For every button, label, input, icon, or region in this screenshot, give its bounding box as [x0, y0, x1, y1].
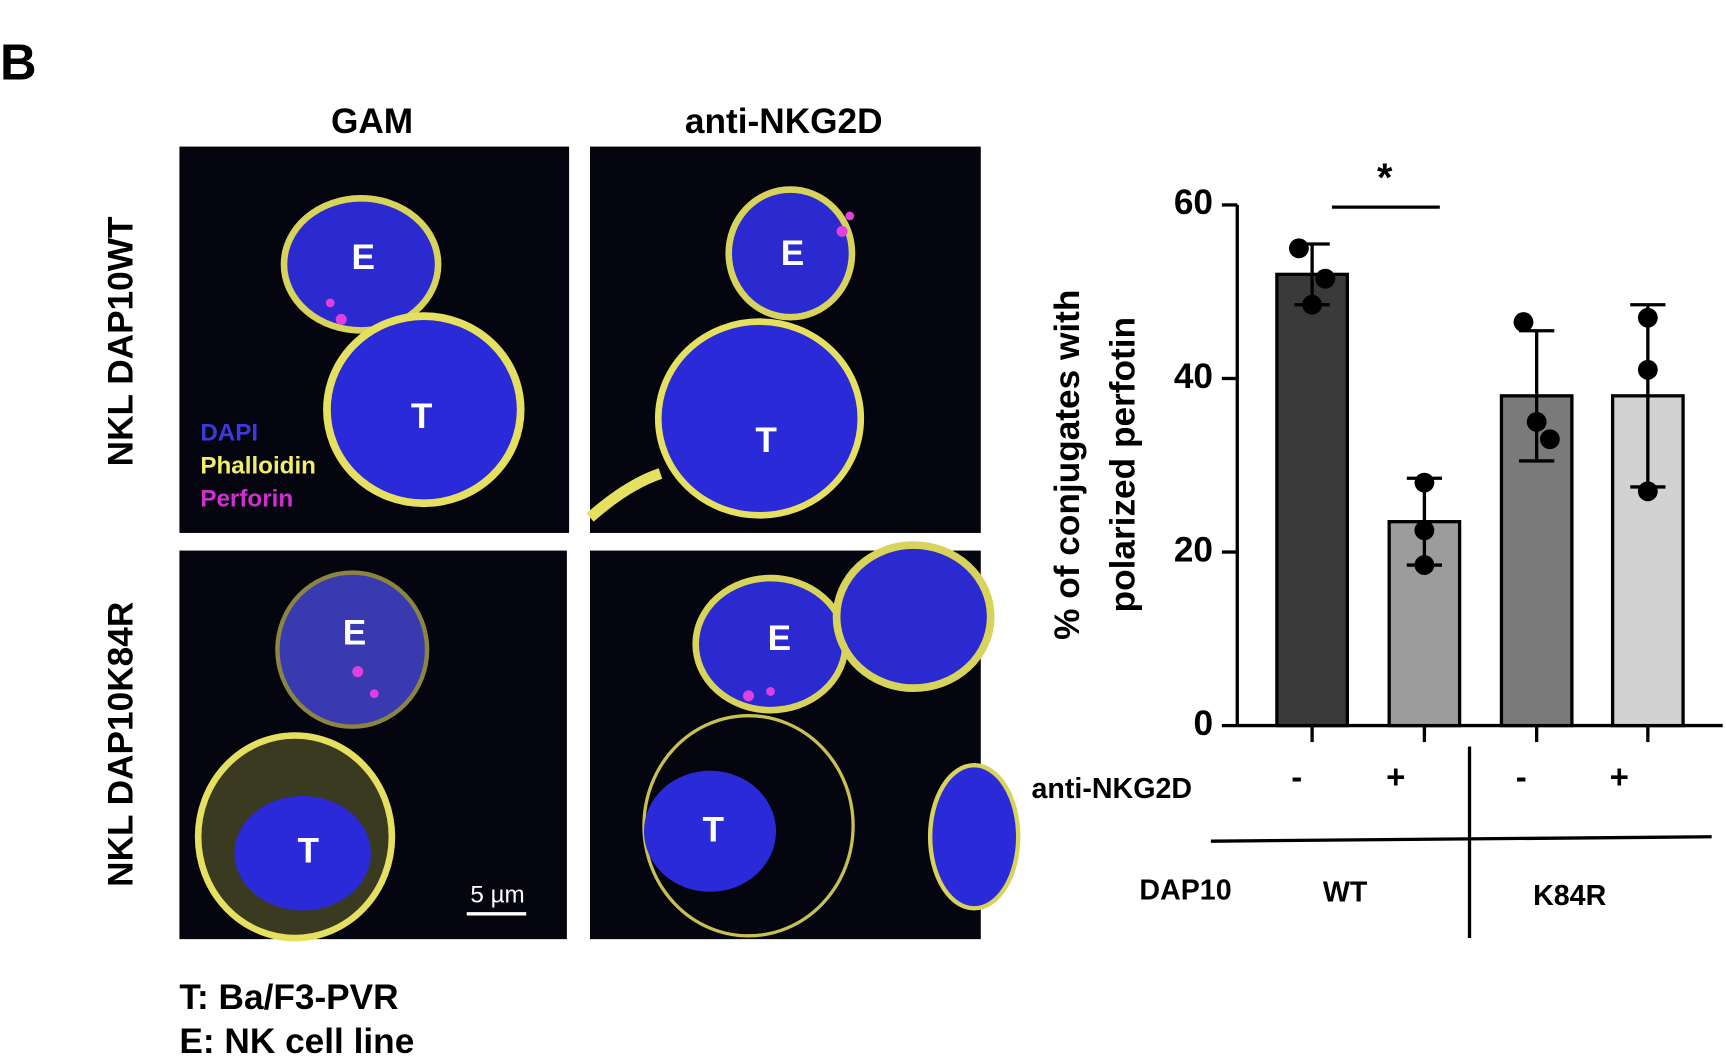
- x-row-value: -: [1516, 758, 1527, 795]
- legend-entry: DAPI: [200, 419, 258, 446]
- data-point: [1414, 520, 1435, 541]
- x-row-value: +: [1386, 758, 1405, 795]
- y-axis-label: % of conjugates with: [1048, 290, 1087, 640]
- y-tick-label: 0: [1193, 704, 1213, 743]
- group-name: K84R: [1533, 880, 1606, 912]
- bar-chart: % of conjugates with polarized perfotin …: [1031, 156, 1723, 939]
- cell-label: E: [781, 234, 805, 273]
- data-point: [1302, 294, 1323, 315]
- data-point: [1414, 472, 1435, 493]
- data-point: [1539, 429, 1560, 450]
- micrograph: E T: [590, 541, 1021, 940]
- column-label: anti-NKG2D: [685, 102, 883, 141]
- cell-label: T: [411, 397, 433, 436]
- scale-bar-label: 5 µm: [470, 882, 524, 909]
- column-label: GAM: [331, 102, 413, 141]
- legend-entry: Phalloidin: [200, 452, 316, 479]
- row-label: NKL DAP10WT: [102, 216, 141, 466]
- cell-label: T: [703, 811, 725, 850]
- cell-label: E: [352, 238, 376, 277]
- y-axis-label: polarized perfotin: [1103, 317, 1142, 612]
- bar: [1275, 272, 1349, 728]
- footnote: T: Ba/F3-PVR: [179, 978, 398, 1017]
- micrograph: E T 5 µm: [179, 550, 567, 942]
- data-point: [1637, 359, 1658, 380]
- y-tick-label: 20: [1174, 530, 1213, 569]
- y-tick-label: 60: [1174, 183, 1213, 222]
- cell-label: T: [755, 421, 777, 460]
- panel-label: B: [0, 34, 37, 91]
- group-name: WT: [1323, 877, 1368, 909]
- x-row-value: +: [1610, 758, 1629, 795]
- row-label: NKL DAP10K84R: [102, 602, 141, 887]
- cell-label: T: [297, 832, 319, 871]
- x-row-label: anti-NKG2D: [1031, 773, 1192, 805]
- group-label: DAP10: [1139, 874, 1231, 906]
- cell-label: E: [768, 619, 791, 658]
- footnote: E: NK cell line: [179, 1022, 414, 1056]
- data-point: [1513, 312, 1534, 332]
- legend-entry: Perforin: [200, 485, 293, 512]
- micrograph: E T DAPI Phalloidin Perforin: [179, 146, 570, 533]
- x-row-value: -: [1291, 758, 1302, 795]
- data-point: [1637, 307, 1658, 328]
- data-point: [1526, 411, 1547, 432]
- cell-label: E: [343, 614, 367, 653]
- data-point: [1315, 268, 1336, 289]
- micrograph: E T: [586, 146, 981, 533]
- y-tick-label: 40: [1174, 357, 1213, 396]
- significance: *: [1377, 156, 1393, 200]
- data-point: [1637, 481, 1658, 502]
- data-point: [1288, 238, 1309, 259]
- data-point: [1414, 555, 1435, 575]
